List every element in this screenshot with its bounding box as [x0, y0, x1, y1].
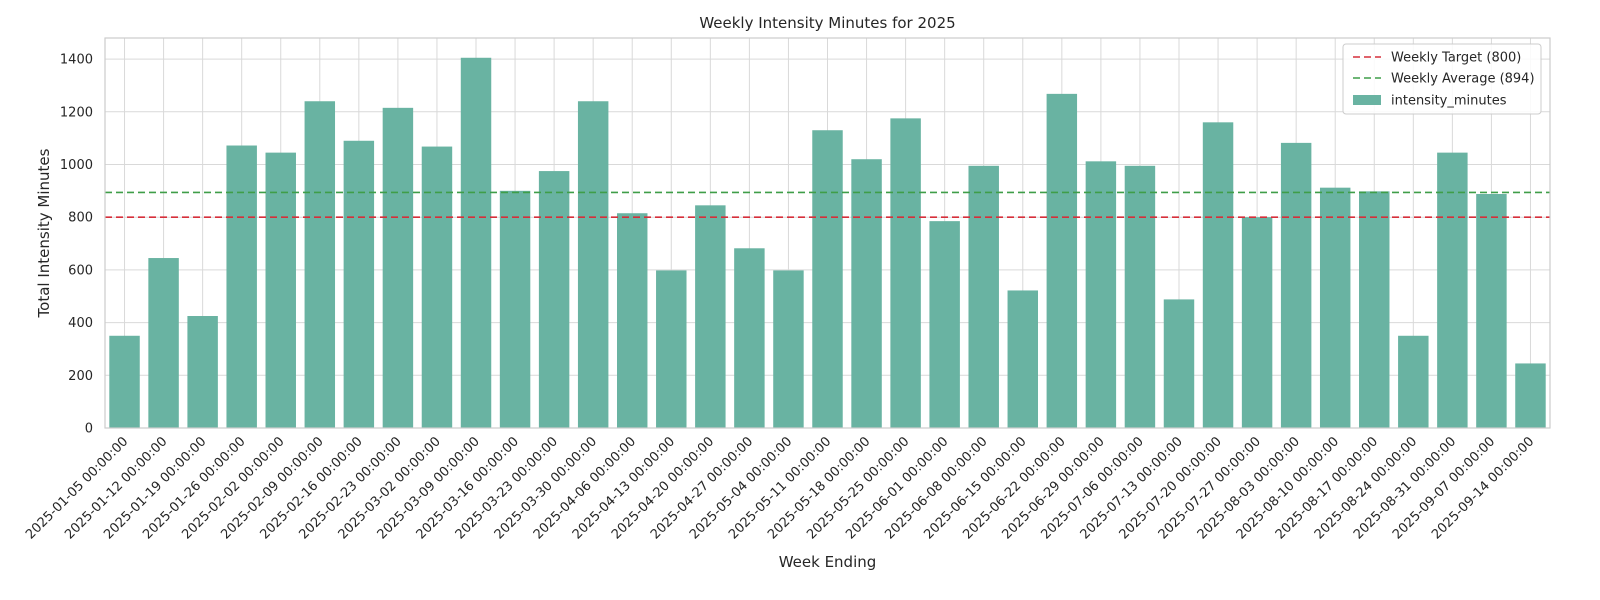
- bar: [1476, 194, 1507, 428]
- bar: [1124, 165, 1156, 428]
- y-tick-label: 1400: [60, 53, 93, 68]
- bar: [304, 101, 336, 429]
- bar: [890, 118, 921, 429]
- bar: [538, 171, 570, 428]
- bar: [773, 270, 804, 428]
- bar: [695, 205, 726, 428]
- legend: Weekly Target (800) Weekly Average (894)…: [1342, 43, 1542, 115]
- bar: [1085, 161, 1117, 428]
- y-tick-layer: 0 200 400 600 800 1000 1200 1400: [60, 53, 93, 437]
- y-tick-label: 1200: [60, 105, 93, 120]
- bar: [929, 221, 960, 428]
- y-axis-title: Total Intensity Minutes: [35, 148, 53, 318]
- bar: [577, 101, 609, 429]
- bar: [1437, 152, 1468, 429]
- bar: [616, 213, 648, 428]
- y-tick-label: 800: [68, 211, 93, 226]
- bar: [734, 248, 765, 428]
- y-tick-label: 0: [85, 422, 93, 437]
- bar: [1163, 299, 1195, 428]
- bar: [1359, 191, 1390, 428]
- bar: [968, 165, 999, 428]
- plot-frame: [104, 37, 1551, 429]
- bar: [109, 335, 140, 428]
- bar: [1398, 335, 1429, 428]
- bar: [1280, 142, 1312, 429]
- bar: [851, 159, 882, 428]
- y-tick-label: 400: [68, 316, 93, 331]
- bar: [382, 107, 414, 428]
- bar: [1202, 122, 1234, 428]
- bar: [148, 258, 179, 428]
- x-axis-title: Week Ending: [779, 553, 877, 571]
- legend-average-label: Weekly Average (894): [1391, 72, 1535, 87]
- legend-target-label: Weekly Target (800): [1391, 51, 1521, 66]
- bar: [226, 145, 257, 428]
- y-tick-label: 200: [68, 369, 93, 384]
- chart-title: Weekly Intensity Minutes for 2025: [699, 14, 955, 32]
- bar: [1241, 217, 1273, 428]
- bar: [1046, 93, 1078, 428]
- bar: [499, 190, 531, 428]
- reference-line-layer: [105, 191, 1550, 218]
- bar: [265, 152, 296, 429]
- legend-box: [1342, 43, 1542, 115]
- y-tick-label: 600: [68, 263, 93, 278]
- legend-bar-label: intensity_minutes: [1391, 94, 1507, 109]
- bar: [812, 130, 843, 428]
- bar-layer: [109, 57, 1546, 429]
- bar: [187, 316, 218, 428]
- bar: [1007, 290, 1039, 428]
- bar: [1515, 363, 1546, 428]
- y-tick-label: 1000: [60, 158, 93, 173]
- bar: [460, 57, 492, 428]
- bar: [1319, 187, 1351, 428]
- bar: [421, 146, 453, 428]
- bar: [343, 140, 375, 428]
- bar: [656, 270, 687, 428]
- legend-bar-swatch: [1353, 95, 1381, 105]
